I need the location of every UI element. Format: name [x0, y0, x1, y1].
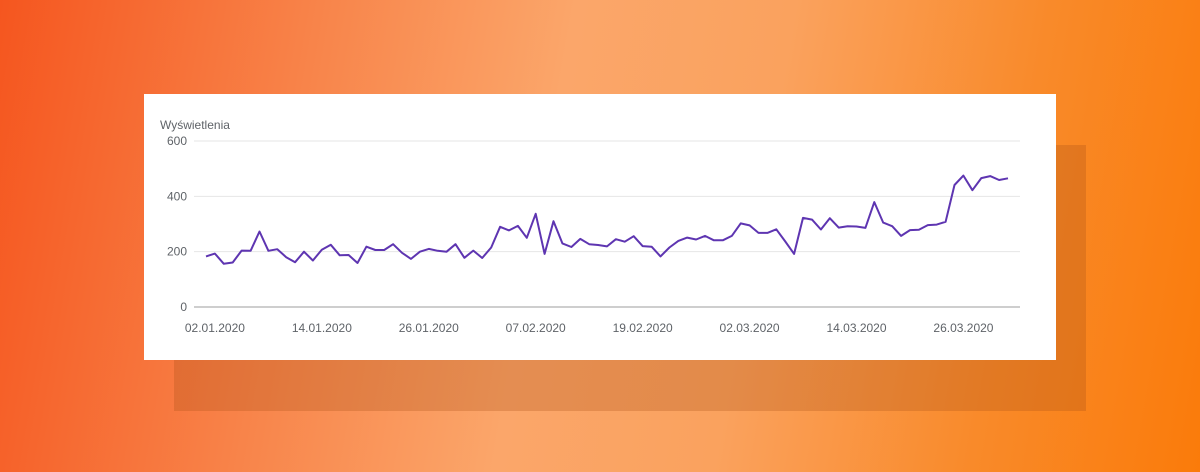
y-axis-title: Wyświetlenia [160, 118, 230, 132]
x-tick-label: 26.01.2020 [399, 321, 459, 335]
y-tick-label: 0 [180, 300, 187, 314]
chart-card: Wyświetlenia 0 200 400 600 02.01.2020 14.01.2… [144, 94, 1056, 360]
y-tick-label: 400 [167, 189, 187, 203]
x-tick-label: 26.03.2020 [933, 321, 993, 335]
x-tick-label: 02.01.2020 [185, 321, 245, 335]
y-tick-label: 200 [167, 245, 187, 259]
line-chart: 0 200 400 600 02.01.2020 14.01.2020 26.01.2020… [167, 134, 1020, 335]
x-tick-label: 14.01.2020 [292, 321, 352, 335]
x-tick-label: 07.02.2020 [506, 321, 566, 335]
series-line [205, 174, 1009, 265]
y-tick-label: 600 [167, 134, 187, 148]
x-tick-label: 02.03.2020 [720, 321, 780, 335]
x-tick-label: 19.02.2020 [613, 321, 673, 335]
x-tick-label: 14.03.2020 [826, 321, 886, 335]
